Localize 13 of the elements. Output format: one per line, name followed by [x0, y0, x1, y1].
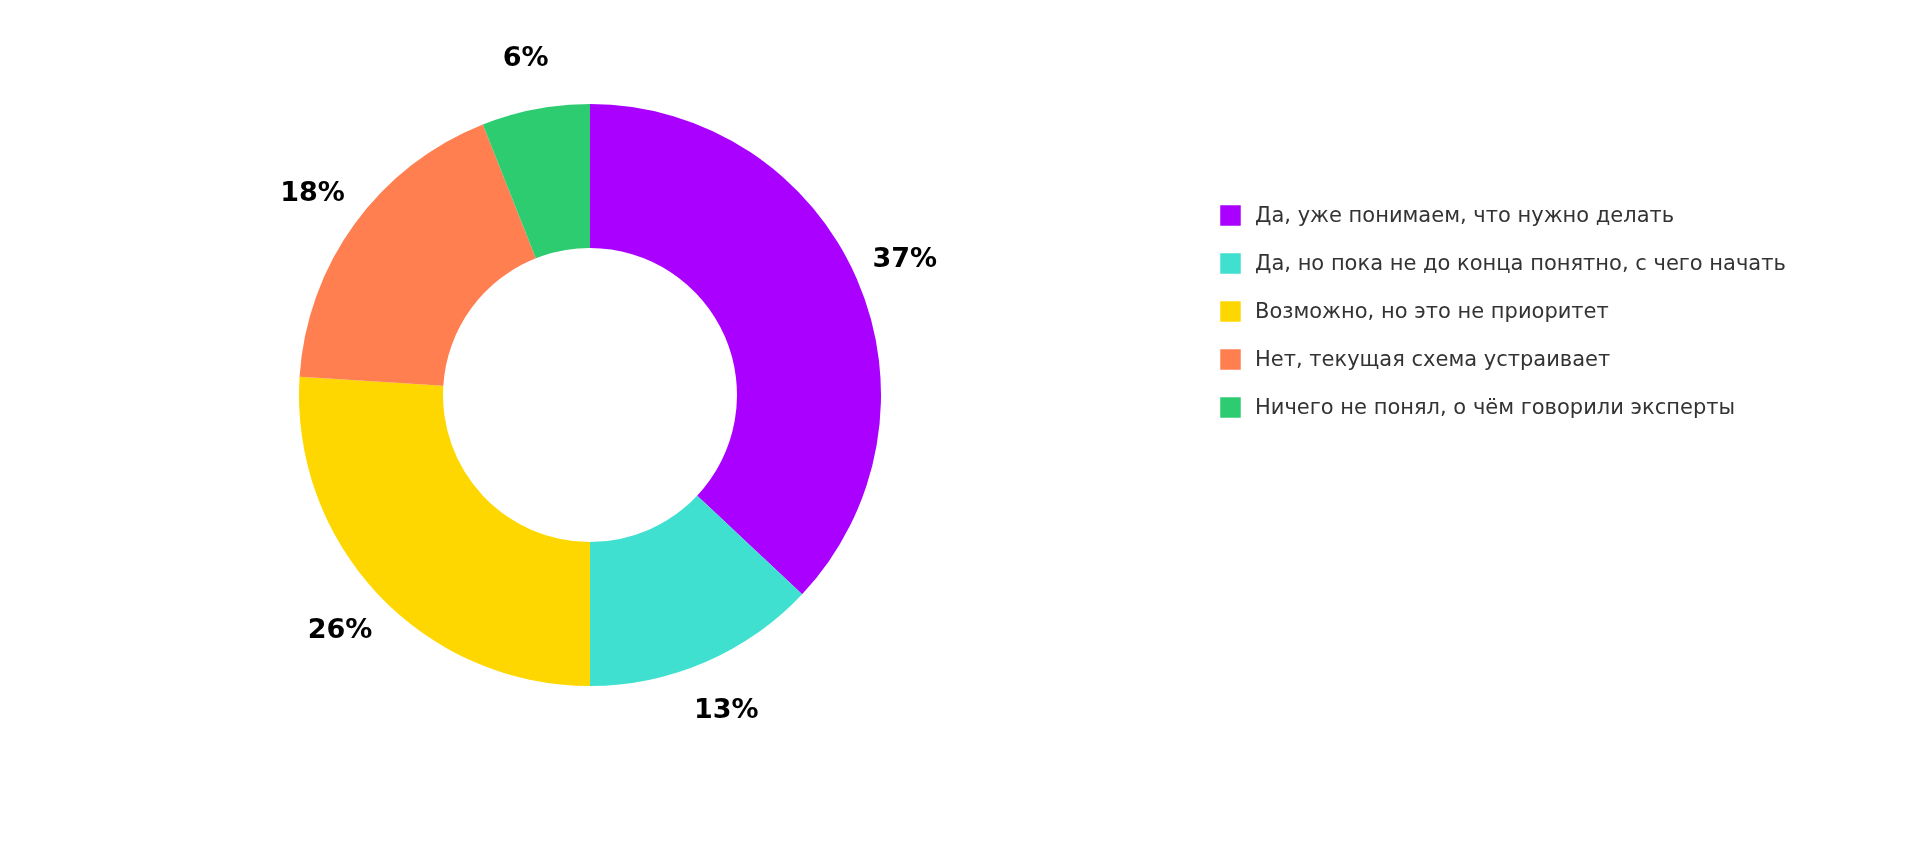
legend-label: Ничего не понял, о чём говорили эксперты	[1255, 394, 1736, 419]
data-label: 13%	[693, 692, 759, 724]
legend-label: Да, уже понимаем, что нужно делать	[1255, 202, 1675, 227]
data-label: 37%	[872, 241, 938, 273]
data-label: 18%	[280, 176, 345, 208]
donut-slice	[299, 376, 590, 686]
donut-slice	[590, 495, 803, 686]
data-label: 26%	[307, 612, 373, 644]
donut-slice	[482, 104, 590, 259]
legend-label: Возможно, но это не приоритет	[1255, 298, 1609, 323]
data-label: 6%	[502, 41, 549, 73]
legend-label: Да, но пока не до конца понятно, с чего начать	[1255, 250, 1786, 275]
legend-label: Нет, текущая схема устраивает	[1255, 346, 1611, 371]
